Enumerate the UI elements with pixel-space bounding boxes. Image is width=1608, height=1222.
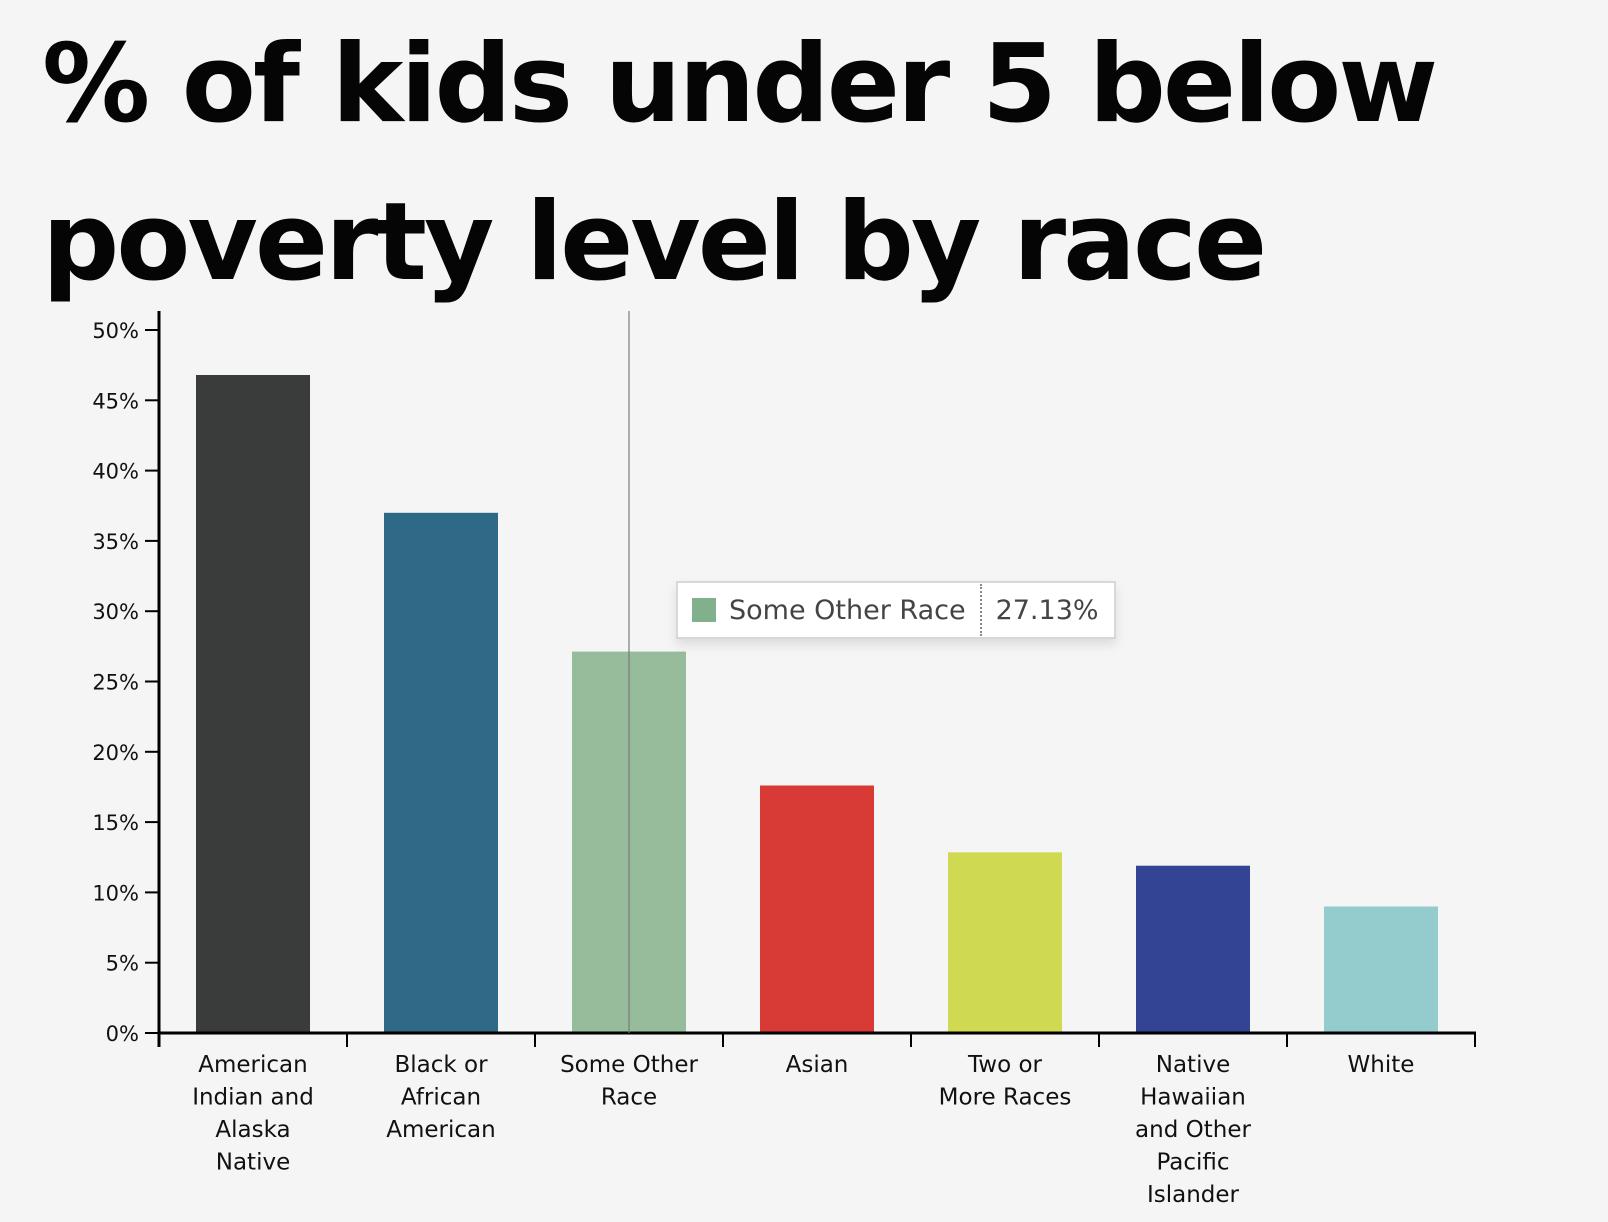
y-tick-label: 15% [92,811,139,835]
y-tick-label: 5% [106,952,139,976]
y-tick-label: 10% [92,881,139,905]
x-tick-label: Asian [786,1052,849,1078]
bar-5 [948,852,1062,1033]
x-tick-label: Two or More Races [939,1052,1072,1111]
x-tick-label: Native Hawaiian and Other Pacific Islander [1135,1052,1251,1208]
y-tick-label: 0% [106,1022,139,1046]
bar-1 [196,375,310,1033]
y-tick-label: 20% [92,741,139,765]
bar-2 [384,512,498,1033]
y-tick-label: 30% [92,600,139,624]
tooltip-color-swatch [692,598,716,622]
tooltip-value: 27.13% [995,594,1099,626]
x-tick-label: American Indian and Alaska Native [192,1052,314,1176]
x-tick-label: Black or African American [386,1052,495,1143]
bar-4 [760,785,874,1033]
bar-7 [1324,906,1438,1033]
y-tick-label: 40% [92,460,139,484]
bar-6 [1136,865,1250,1033]
y-tick-label: 50% [92,319,139,343]
hover-tooltip: Some Other Race 27.13% [676,581,1116,639]
y-tick-label: 35% [92,530,139,554]
x-tick-label: White [1348,1052,1415,1078]
x-tick-label: Some Other Race [560,1052,698,1111]
tooltip-divider [979,584,982,636]
y-tick-label: 45% [92,389,139,413]
chart-title: % of kids under 5 below poverty level by… [42,22,1438,305]
y-tick-label: 25% [92,671,139,695]
tooltip-category: Some Other Race [729,594,966,626]
